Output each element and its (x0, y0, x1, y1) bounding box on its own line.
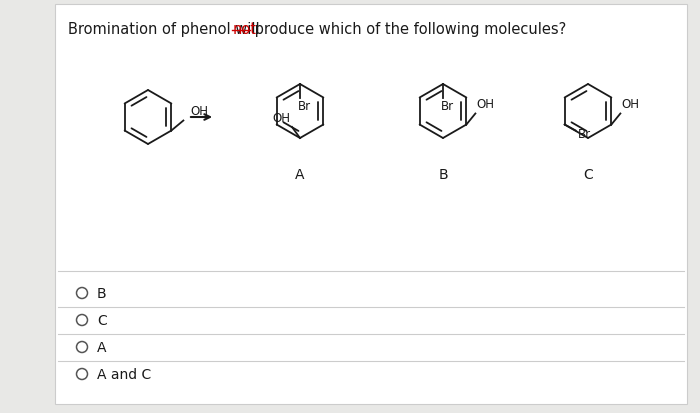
Text: A: A (97, 340, 106, 354)
Text: B: B (97, 286, 106, 300)
Text: OH: OH (272, 112, 290, 125)
Text: OH: OH (190, 105, 209, 118)
Text: C: C (97, 313, 106, 327)
Text: Br: Br (298, 100, 311, 113)
Text: Br: Br (441, 100, 454, 113)
Text: not: not (232, 22, 256, 37)
Text: produce which of the following molecules?: produce which of the following molecules… (251, 22, 567, 37)
Text: A: A (295, 168, 304, 182)
Text: C: C (583, 168, 593, 182)
Text: Bromination of phenol will: Bromination of phenol will (68, 22, 265, 37)
Text: Br: Br (578, 128, 591, 141)
Text: OH: OH (477, 98, 494, 111)
Text: A and C: A and C (97, 367, 151, 381)
Text: B: B (438, 168, 448, 182)
Text: OH: OH (622, 98, 639, 111)
